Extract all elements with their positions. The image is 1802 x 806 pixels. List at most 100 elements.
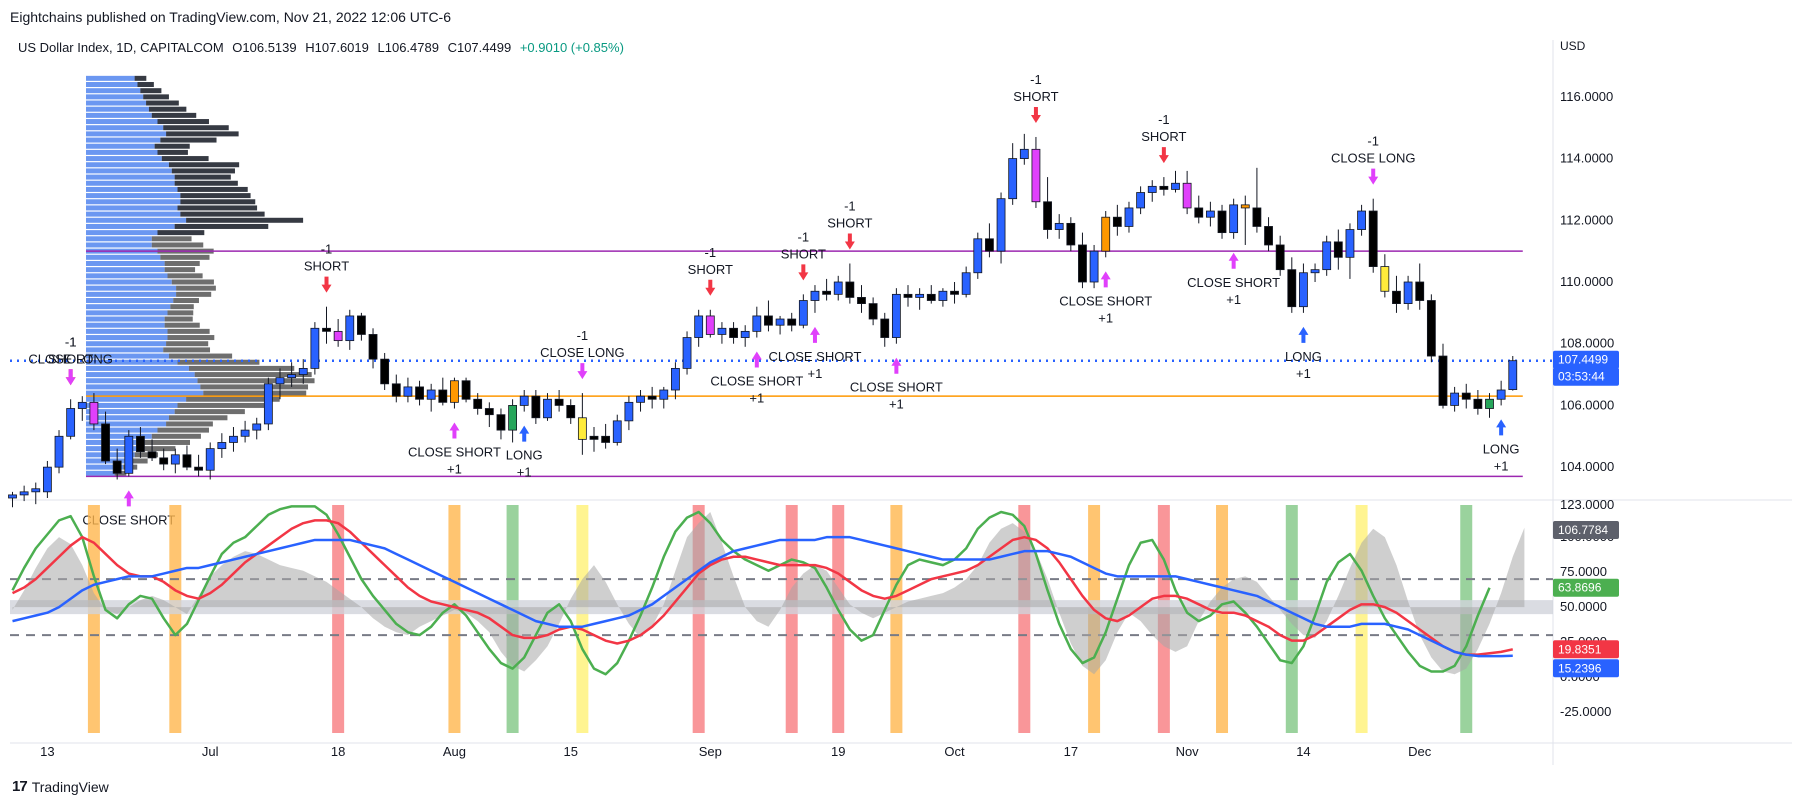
signal-short: -1 SHORT (1013, 72, 1059, 123)
volume-profile-up-bar (86, 384, 201, 390)
candle (705, 309, 715, 338)
signal-short: -1 SHORT (827, 198, 873, 250)
candle (1345, 223, 1355, 279)
volume-profile-down-bar (163, 125, 229, 131)
candle (77, 396, 87, 421)
close-value: C107.4499 (447, 40, 512, 55)
candle-body (915, 293, 925, 298)
signal-long: LONG +1 (1483, 419, 1520, 473)
candle-body (54, 435, 64, 468)
volume-profile-up-bar (86, 421, 167, 427)
candle-body (1252, 207, 1262, 227)
candle (159, 448, 169, 471)
candle (764, 300, 773, 332)
volume-profile-down-bar (174, 180, 238, 186)
oscillator-line-series (11, 505, 1491, 676)
candle (252, 417, 262, 440)
signal-label: +1 (447, 462, 462, 477)
candle-body (985, 238, 994, 252)
signal-label: SHORT (827, 215, 872, 230)
volume-profile-up-bar (86, 372, 195, 378)
candle-body (287, 374, 297, 379)
candle-body (124, 435, 134, 474)
volume-profile-down-bar (164, 316, 193, 322)
candle-body (973, 238, 983, 274)
candle (1147, 180, 1157, 202)
signal-short: -1 CLOSE LONG (1331, 134, 1415, 185)
oscillator-pane (10, 505, 1553, 733)
candle (1066, 217, 1076, 252)
signal-short: -1 CLOSE LONG (28, 334, 113, 386)
candle (8, 491, 17, 508)
symbol-name[interactable]: US Dollar Index, 1D, CAPITALCOM (18, 40, 224, 55)
candle-body (450, 380, 459, 403)
time-tick-label: 19 (831, 744, 845, 759)
price-badge-bg (1553, 350, 1619, 369)
volume-profile-up-bar (86, 168, 172, 174)
volume-profile-up-bar (86, 242, 152, 248)
time-tick-label: 15 (564, 744, 578, 759)
volume-profile-up-bar (86, 217, 187, 223)
volume-profile-down-bar (171, 168, 235, 174)
candle-body (868, 303, 878, 320)
candle-body (1392, 290, 1401, 304)
candle (1019, 133, 1029, 165)
candle (287, 362, 297, 387)
candle (589, 427, 599, 452)
time-tick-label: Aug (443, 744, 466, 759)
candle-body (519, 395, 529, 406)
volume-profile-down-bar (128, 458, 148, 464)
candle (845, 263, 855, 304)
tradingview-footer[interactable]: 17 TradingView (12, 778, 109, 795)
candle (112, 448, 122, 480)
price-badge: 107.4499 (1553, 350, 1619, 369)
candle-body (647, 395, 657, 400)
volume-profile-up-bar (86, 433, 152, 439)
volume-profile-down-bar (180, 211, 265, 217)
candle-body (787, 318, 797, 326)
candle (810, 285, 820, 313)
candle (426, 383, 436, 412)
signal-arrow-up-icon (1228, 252, 1239, 269)
candle (554, 390, 564, 412)
candle-body (1019, 148, 1029, 159)
candle (1333, 229, 1343, 270)
candle-body (345, 315, 355, 342)
candle (1322, 235, 1332, 276)
volume-profile-up-bar (86, 119, 158, 125)
volume-profile-down-bar (200, 384, 309, 390)
signal-label: +1 (889, 397, 904, 412)
signal-label: CLOSE SHORT (768, 349, 861, 364)
candle-body (566, 405, 576, 419)
volume-profile-down-bar (173, 298, 199, 304)
oscillator-blue-badge-label: 15.2396 (1558, 661, 1602, 675)
volume-profile-down-bar (197, 378, 315, 384)
volume-profile-up-bar (86, 341, 167, 347)
countdown-badge: 03:53:44 (1553, 367, 1619, 386)
candle-body (1508, 360, 1518, 390)
candle-body (1322, 241, 1332, 271)
signal-arrow-up-icon (123, 490, 134, 507)
candle-body (845, 281, 855, 298)
volume-profile-up-bar (86, 82, 138, 88)
candle (740, 325, 750, 347)
signal-arrow-up-icon (891, 357, 902, 374)
candle-body (1008, 158, 1018, 200)
candle-body (508, 405, 517, 431)
candle-body (229, 435, 238, 443)
candle-body (659, 389, 669, 400)
candle (950, 282, 959, 304)
candle (1508, 355, 1518, 391)
signal-label: -1 (844, 198, 856, 213)
volume-profile-down-bar (167, 335, 215, 341)
volume-profile-down-bar (174, 174, 231, 180)
price-tick-label: 104.0000 (1560, 459, 1614, 474)
volume-profile-down-bar (168, 353, 233, 359)
candle (182, 445, 192, 471)
candle (1357, 204, 1366, 236)
signal-label: LONG (1483, 441, 1520, 456)
signal-arrow-up-icon (1496, 419, 1507, 436)
candle (147, 439, 157, 461)
candle-body (1240, 204, 1250, 209)
